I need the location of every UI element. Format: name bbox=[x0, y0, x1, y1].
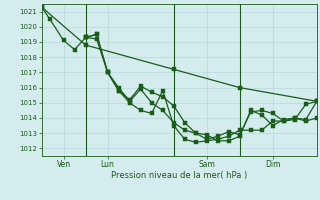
X-axis label: Pression niveau de la mer( hPa ): Pression niveau de la mer( hPa ) bbox=[111, 171, 247, 180]
